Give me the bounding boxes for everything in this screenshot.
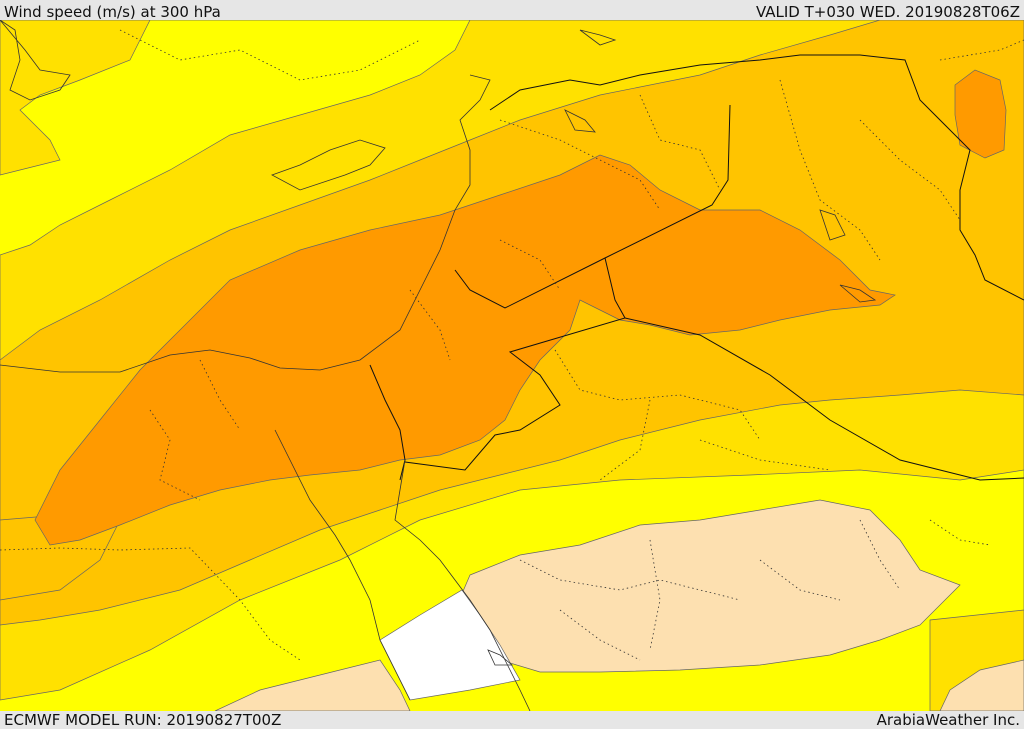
wind-speed-contour-map (0, 20, 1024, 711)
band-gold-west (0, 20, 151, 176)
band-tan-southeast (939, 659, 1024, 711)
credit-label: ArabiaWeather Inc. (876, 711, 1020, 729)
footer-bar: ECMWF MODEL RUN: 20190827T00Z ArabiaWeat… (0, 711, 1024, 729)
weather-map (0, 20, 1024, 711)
coastlines (0, 20, 877, 711)
model-run-label: ECMWF MODEL RUN: 20190827T00Z (4, 711, 282, 729)
band-orange-core (34, 154, 896, 546)
country-borders (369, 54, 1024, 481)
admin-boundaries (0, 29, 1024, 661)
map-title: Wind speed (m/s) at 300 hPa (4, 3, 221, 21)
band-orange-northeast (954, 69, 1007, 159)
band-tan (454, 499, 961, 673)
band-tan-southwest (214, 659, 411, 711)
header-bar: Wind speed (m/s) at 300 hPa VALID T+030 … (0, 0, 1024, 21)
valid-time: VALID T+030 WED. 20190828T06Z (755, 3, 1020, 21)
